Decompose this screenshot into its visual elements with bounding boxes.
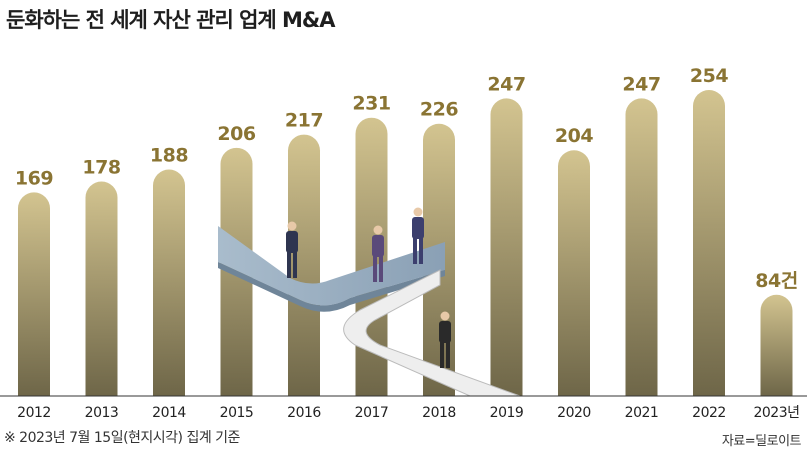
businesswoman-walking	[439, 311, 451, 368]
category-label-2016: 2016	[287, 405, 321, 421]
bar-2019	[490, 98, 523, 396]
value-label-2020: 204	[555, 125, 593, 147]
blue-ramp	[218, 226, 445, 306]
bar-2014	[153, 169, 185, 396]
value-labels-group: 169 178 188 206 217 231 226 247 204 247 254 84건	[15, 65, 798, 292]
value-label-2022: 254	[690, 65, 728, 87]
bar-2016	[288, 134, 320, 396]
value-label-2017: 231	[352, 93, 390, 115]
category-label-2020: 2020	[557, 405, 591, 421]
category-label-2014: 2014	[152, 405, 186, 421]
value-label-2013: 178	[82, 157, 120, 179]
value-label-2014: 188	[150, 145, 188, 167]
category-labels-group: 2012 2013 2014 2015 2016 2017 2018 2019 2020 2021…	[17, 405, 800, 421]
category-label-2015: 2015	[220, 405, 254, 421]
bars-group	[18, 90, 793, 396]
value-label-2016: 217	[285, 110, 323, 132]
value-label-2015: 206	[217, 123, 255, 145]
bar-2021	[625, 98, 658, 396]
bar-2023년	[760, 294, 793, 396]
source-note: 자료=딜로이트	[721, 434, 802, 449]
bar-2013	[85, 181, 118, 396]
businesswoman-handshake	[372, 225, 384, 282]
footnote: ※ 2023년 7월 15일(현지시각) 집계 기준	[4, 430, 240, 446]
category-label-2013: 2013	[85, 405, 119, 421]
value-label-2018: 226	[420, 99, 458, 121]
bar-2020	[558, 150, 590, 396]
chart-title: 둔화하는 전 세계 자산 관리 업계 M&A	[6, 8, 335, 32]
value-label-2012: 169	[15, 167, 53, 189]
category-label-2019: 2019	[490, 405, 524, 421]
blue-ramp-edge	[218, 262, 445, 312]
value-label-2021: 247	[622, 73, 660, 95]
category-label-2022: 2022	[692, 405, 726, 421]
bar-2012	[18, 192, 50, 396]
category-label-2017: 2017	[355, 405, 389, 421]
category-label-2012: 2012	[17, 405, 51, 421]
value-label-2019: 247	[487, 73, 525, 95]
value-label-2023년: 84건	[755, 270, 797, 292]
bar-2022	[693, 90, 725, 396]
businessman-walking	[286, 221, 298, 278]
category-label-2023년: 2023년	[753, 405, 799, 421]
category-label-2021: 2021	[625, 405, 659, 421]
businessman-handshake	[412, 207, 424, 264]
category-label-2018: 2018	[422, 405, 456, 421]
